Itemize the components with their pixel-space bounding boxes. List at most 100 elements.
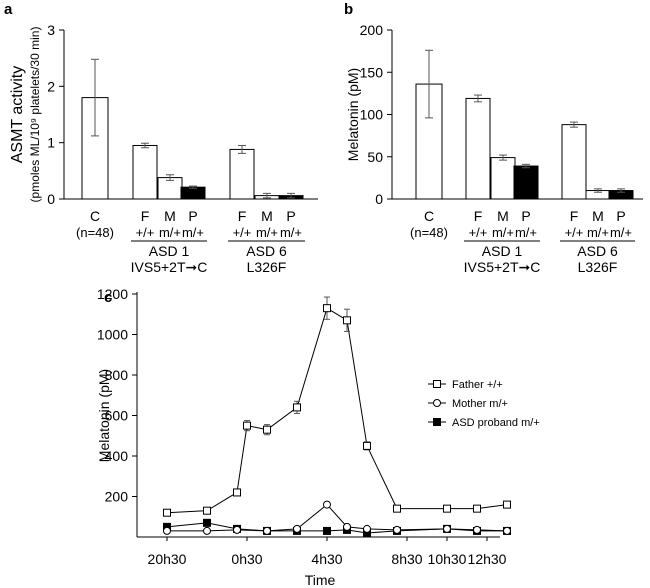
b-bar-code-label: M: [497, 208, 509, 224]
a-bar-genotype-label: (n=48): [76, 225, 114, 240]
b-bar-code-label: P: [616, 208, 625, 224]
c-data-point: [263, 526, 271, 535]
c-data-point: [203, 526, 211, 535]
c-legend-label: Mother m/+: [452, 398, 508, 410]
a-y-tick-label: 1: [47, 135, 55, 151]
c-y-tick-label: 1200: [97, 286, 128, 302]
a-bar-code-label: C: [90, 208, 100, 224]
a-bar: [132, 144, 158, 200]
c-data-point: [443, 524, 451, 533]
c-data-point: [163, 526, 171, 535]
b-y-tick-label: 50: [367, 149, 383, 165]
b-y-tick-label: 200: [360, 22, 384, 38]
b-bar-genotype-label: +/+: [469, 225, 488, 240]
c-data-point: [233, 488, 241, 497]
c-legend-label: ASD proband m/+: [452, 417, 540, 429]
b-y-tick-label: 0: [375, 191, 383, 207]
c-data-point: [323, 304, 331, 313]
b-bar: [490, 157, 516, 200]
c-y-tick-label: 1000: [97, 327, 128, 343]
b-y-tick-label: 100: [360, 107, 384, 123]
a-bar: [180, 186, 206, 200]
b-y-tick-label: 150: [360, 64, 384, 80]
c-data-point: [503, 500, 511, 509]
b-bar: [561, 124, 587, 200]
c-data-point: [293, 403, 301, 412]
b-y-axis-label: Melatonin (pM): [345, 68, 361, 161]
c-data-point: [473, 525, 481, 534]
c-data-point: [203, 506, 211, 515]
a-bar-code-label: M: [164, 208, 176, 224]
c-data-point: [323, 500, 331, 509]
chart-panel-a: 0 1 2 3 ASMT activity (pmoles ML/10⁹ platelet…: [9, 22, 318, 275]
a-y-tick-label: 0: [47, 191, 55, 207]
c-data-point: [293, 524, 301, 533]
c-data-point: [263, 425, 271, 434]
c-data-point: [343, 522, 351, 531]
b-group-name: ASD 1: [482, 243, 523, 259]
c-legend-marker: [433, 380, 441, 388]
a-bar-genotype-label: m/+: [159, 225, 181, 240]
a-bar-code-label: F: [238, 208, 247, 224]
c-data-point: [393, 525, 401, 534]
b-bar-code-label: C: [424, 208, 434, 224]
a-group-mutation: IVS5+2T➞C: [131, 259, 208, 275]
c-x-axis-label: Time: [305, 572, 336, 588]
c-y-tick-label: 800: [105, 367, 129, 383]
c-y-axis-label: Melatonin (pM): [96, 369, 112, 462]
c-x-tick-label: 12h30: [468, 551, 507, 567]
c-legend-marker: [433, 418, 441, 426]
a-y-axis-sublabel: (pmoles ML/10⁹ platelets/30 min): [28, 27, 42, 203]
b-bar-genotype-label: m/+: [515, 225, 537, 240]
c-data-point: [363, 524, 371, 533]
c-data-point: [473, 504, 481, 513]
b-bar: [465, 97, 491, 200]
c-series-line: [166, 522, 507, 534]
c-data-point: [503, 526, 511, 535]
c-x-tick-label: 4h30: [311, 551, 342, 567]
panel-label-c: c: [104, 289, 112, 306]
c-series-line: [166, 307, 508, 514]
a-bar: [229, 148, 255, 200]
b-bar-code-label: M: [592, 208, 604, 224]
a-bar-genotype-label: +/+: [233, 225, 252, 240]
panel-label-a: a: [4, 1, 13, 18]
b-bar: [513, 165, 539, 200]
c-x-tick-label: 20h30: [148, 551, 187, 567]
a-bar-genotype-label: m/+: [182, 225, 204, 240]
b-group-name: ASD 6: [577, 243, 618, 259]
b-bar-genotype-label: (n=48): [410, 225, 448, 240]
c-data-point: [323, 526, 331, 535]
b-bar-genotype-label: +/+: [565, 225, 584, 240]
b-bar-genotype-label: m/+: [492, 225, 514, 240]
b-group-mutation: IVS5+2T➞C: [464, 259, 541, 275]
b-bar-code-label: F: [570, 208, 579, 224]
a-bar-genotype-label: m/+: [256, 225, 278, 240]
b-bar-code-label: F: [474, 208, 483, 224]
a-bar-genotype-label: +/+: [136, 225, 155, 240]
c-y-tick-label: 200: [105, 489, 129, 505]
c-data-point: [243, 421, 251, 430]
c-y-tick-label: 600: [105, 408, 129, 424]
a-bar-code-label: F: [141, 208, 150, 224]
c-data-point: [343, 316, 351, 325]
b-group-mutation: L326F: [578, 259, 618, 275]
a-y-tick-label: 2: [47, 78, 55, 94]
a-bar-code-label: M: [261, 208, 273, 224]
c-data-point: [393, 504, 401, 513]
c-data-point: [363, 441, 371, 450]
c-data-point: [233, 525, 241, 534]
a-bar-code-label: P: [286, 208, 295, 224]
c-data-point: [163, 508, 171, 517]
panel-label-b: b: [344, 1, 353, 18]
c-y-tick-label: 400: [105, 448, 129, 464]
a-y-tick-label: 3: [47, 22, 55, 38]
a-group-name: ASD 6: [246, 243, 287, 259]
a-group-mutation: L326F: [247, 259, 287, 275]
c-data-point: [443, 504, 451, 513]
b-bar-genotype-label: m/+: [587, 225, 609, 240]
chart-panel-c: 200 400 600 800 1000 1200 20h30 0h30 4h30 8h30 10h…: [96, 286, 540, 588]
a-y-axis-label: ASMT activity: [9, 66, 26, 164]
